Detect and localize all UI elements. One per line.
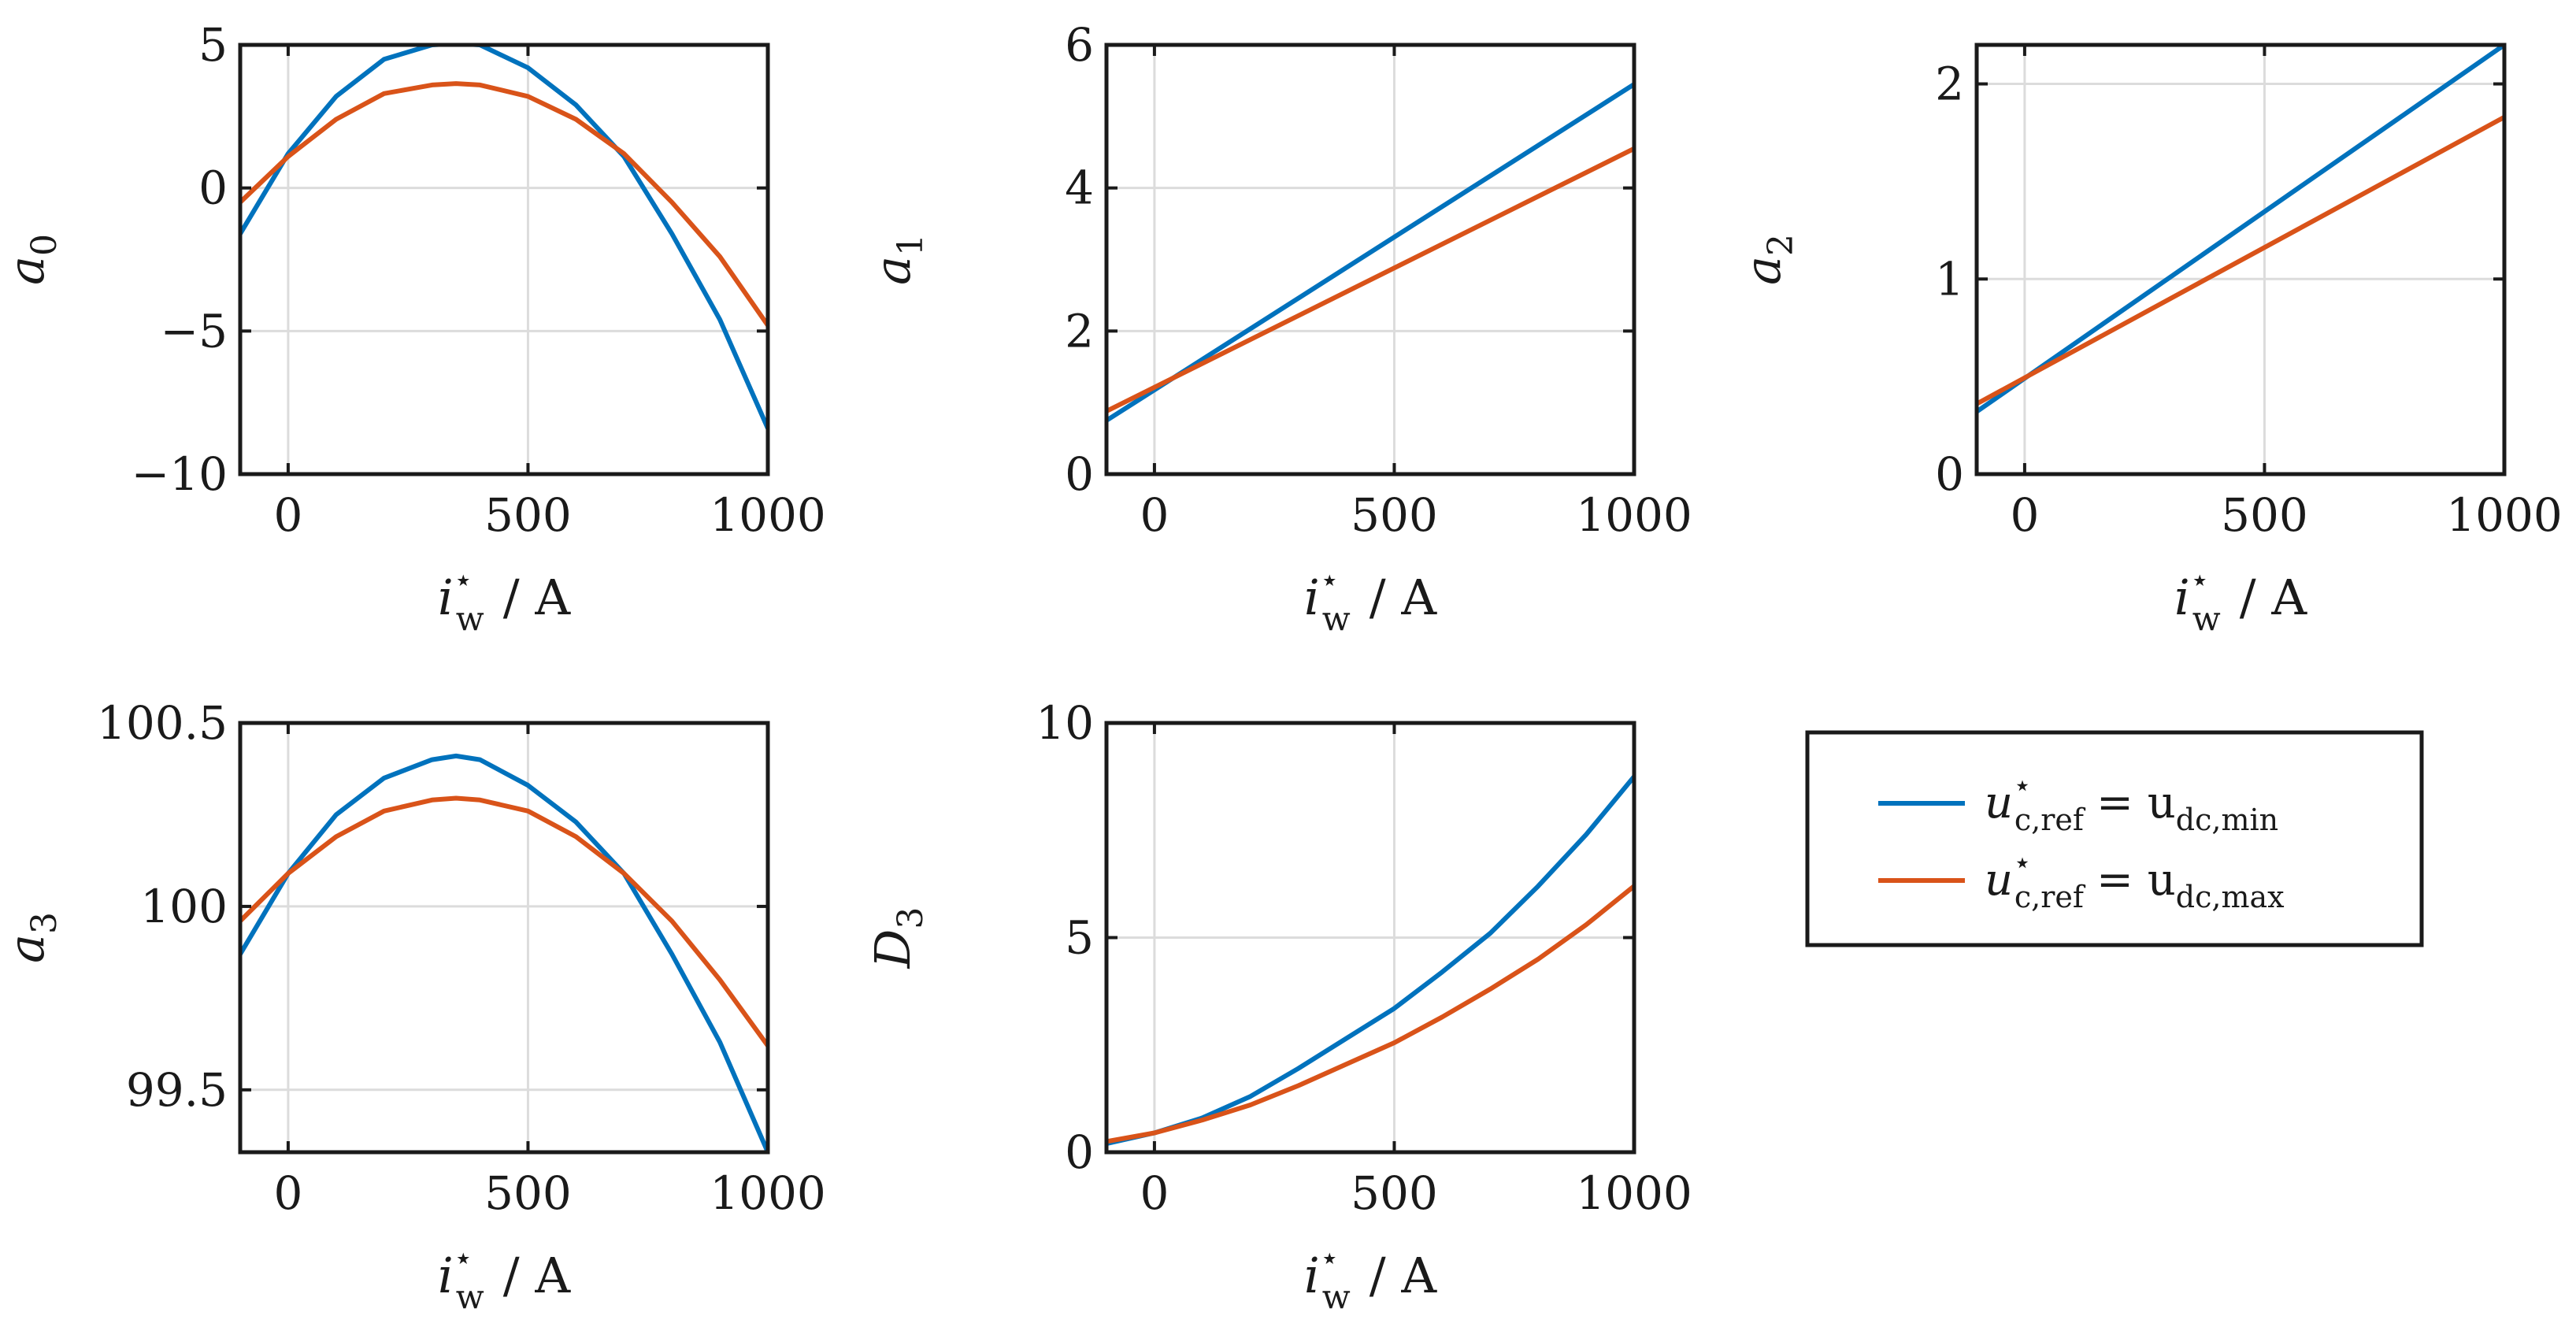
- legend-entry-max: u⋆ c,ref = udc,max: [1878, 845, 2285, 914]
- xtick-label: 1000: [710, 1166, 826, 1220]
- xtick-label: 0: [273, 1166, 302, 1220]
- ytick-label: 2: [1935, 57, 1964, 111]
- ytick-label: 10: [1036, 696, 1094, 750]
- axes-box: [238, 721, 770, 1155]
- ytick-label: 100.5: [97, 696, 228, 750]
- xtick-label: 500: [484, 1166, 572, 1220]
- xtick-label: 500: [1351, 1166, 1438, 1220]
- series-a1-0: [1106, 82, 1634, 423]
- ytick-label: 5: [1065, 911, 1094, 965]
- axes-box: [238, 43, 770, 476]
- xtick-label: 1000: [710, 488, 826, 542]
- x-axis-label: i⋆ w / A: [438, 1240, 571, 1316]
- xtick-label: 500: [484, 488, 572, 542]
- series-a3-0: [240, 753, 768, 1152]
- legend-label-max: u⋆ c,ref = udc,max: [1985, 845, 2285, 914]
- xtick-label: 1000: [2446, 488, 2563, 542]
- ytick-label: 6: [1065, 18, 1094, 72]
- xtick-label: 1000: [1576, 488, 1692, 542]
- panel-a1: 0 500 1000 0 2 4 6 i⋆ w / A a1: [864, 18, 1692, 638]
- series-a0-0: [240, 45, 768, 430]
- series-a2-0: [1977, 45, 2504, 414]
- y-axis-label: a1: [864, 234, 931, 285]
- series-a1-1: [1106, 146, 1634, 413]
- ytick-label: 1: [1935, 252, 1964, 306]
- series-D3-0: [1106, 775, 1634, 1147]
- panel-D3: 0 500 1000 0 5 10 i⋆ w / A D3: [864, 696, 1692, 1316]
- legend: u⋆ c,ref = udc,min u⋆ c,ref = udc,max: [1805, 730, 2424, 947]
- ytick-label: 99.5: [126, 1063, 228, 1117]
- series-a0-1: [240, 81, 768, 327]
- ytick-label: −10: [132, 447, 228, 501]
- x-axis-label: i⋆ w / A: [438, 562, 571, 638]
- series-a3-1: [240, 795, 768, 1047]
- xtick-label: 0: [2010, 488, 2039, 542]
- ytick-label: 4: [1065, 161, 1094, 215]
- y-axis-label: a3: [0, 912, 65, 963]
- xtick-label: 500: [2221, 488, 2308, 542]
- series-a2-1: [1977, 115, 2504, 406]
- ytick-label: 2: [1065, 304, 1094, 358]
- x-axis-label: i⋆ w / A: [2174, 562, 2307, 638]
- ytick-label: 0: [1065, 447, 1094, 501]
- y-axis-label: D3: [864, 907, 931, 969]
- ytick-label: 0: [198, 161, 228, 215]
- panel-a0: 0 500 1000 −10 −5 0 5 i⋆ w / A a0: [0, 18, 826, 638]
- panel-a2: 0 500 1000 0 1 2 i⋆ w / A a2: [1734, 43, 2563, 638]
- axes-box: [1104, 43, 1636, 476]
- panel-a3: 0 500 1000 99.5 100 100.5 i⋆ w / A a3: [0, 696, 826, 1316]
- y-axis-label: a2: [1734, 234, 1801, 285]
- ytick-label: 100: [140, 880, 228, 933]
- axes-box: [1974, 43, 2507, 476]
- x-axis-label: i⋆ w / A: [1304, 1240, 1437, 1316]
- ytick-label: 0: [1935, 447, 1964, 501]
- legend-box: [1805, 730, 2424, 947]
- xtick-label: 500: [1351, 488, 1438, 542]
- series-D3-1: [1106, 884, 1634, 1144]
- legend-label-min: u⋆ c,ref = udc,min: [1985, 768, 2278, 837]
- xtick-label: 0: [1140, 488, 1169, 542]
- xtick-label: 0: [273, 488, 302, 542]
- ytick-label: 5: [198, 18, 228, 72]
- ytick-label: 0: [1065, 1125, 1094, 1179]
- xtick-label: 0: [1140, 1166, 1169, 1220]
- legend-entry-min: u⋆ c,ref = udc,min: [1878, 768, 2278, 837]
- xtick-label: 1000: [1576, 1166, 1692, 1220]
- x-axis-label: i⋆ w / A: [1304, 562, 1437, 638]
- y-axis-label: a0: [0, 234, 65, 285]
- ytick-label: −5: [161, 304, 228, 358]
